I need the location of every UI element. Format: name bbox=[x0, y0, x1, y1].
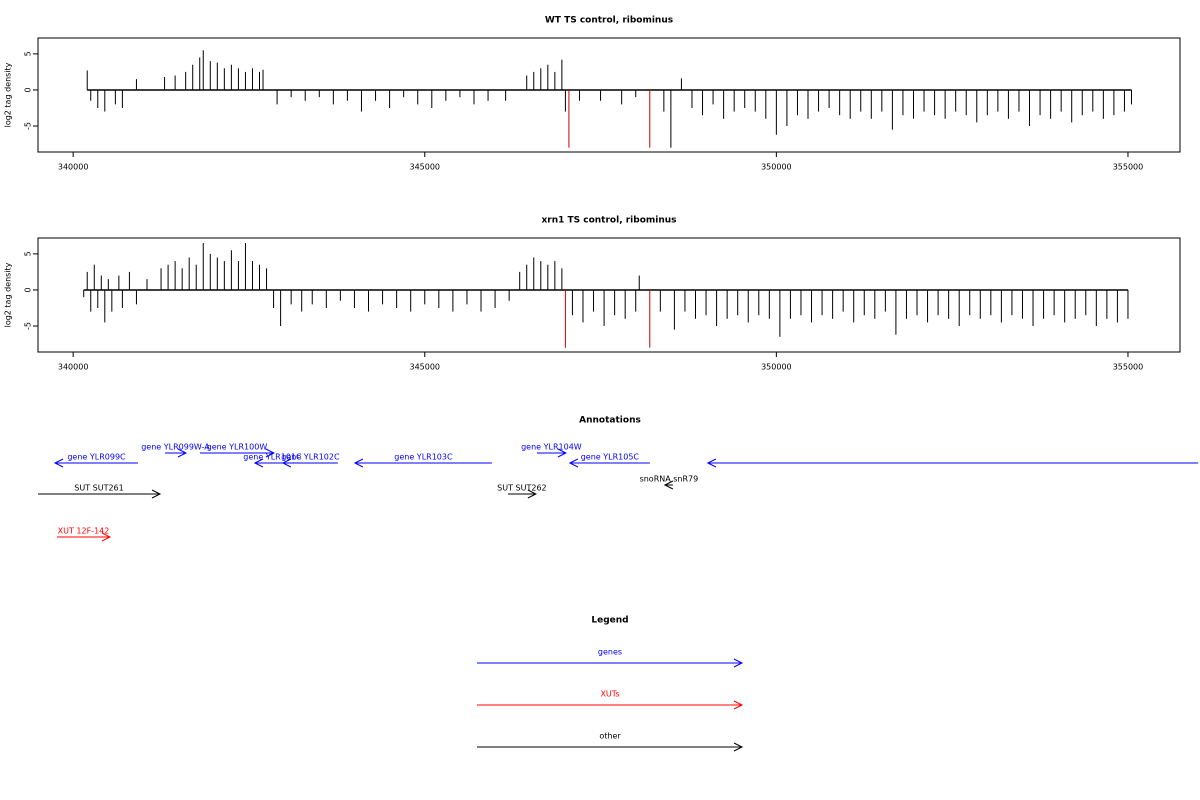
arrowhead bbox=[101, 532, 112, 542]
legend-label: XUTs bbox=[600, 690, 619, 699]
chart-title: xrn1 TS control, ribominus bbox=[541, 216, 676, 226]
arrowhead bbox=[568, 458, 579, 468]
arrowhead bbox=[706, 458, 717, 468]
arrowhead bbox=[253, 458, 264, 468]
y-axis-label: log2 tag density bbox=[4, 262, 13, 327]
x-tick-label: 340000 bbox=[58, 363, 89, 372]
feature: gene YLR105C bbox=[568, 453, 650, 468]
y-tick-label: -5 bbox=[24, 122, 33, 130]
feature-label: SUT SUT261 bbox=[74, 484, 123, 493]
arrowhead bbox=[353, 458, 364, 468]
feature: SUT SUT262 bbox=[497, 484, 547, 499]
arrowhead bbox=[177, 448, 188, 458]
arrowhead bbox=[733, 700, 744, 710]
y-tick-label: -5 bbox=[24, 322, 33, 330]
arrowhead bbox=[151, 489, 162, 499]
feature: snoRNA snR79 bbox=[640, 475, 699, 490]
arrowhead bbox=[733, 742, 744, 752]
legend-label: other bbox=[599, 732, 621, 741]
feature: SUT SUT261 bbox=[38, 484, 162, 499]
feature: XUT 12F-142 bbox=[56, 527, 112, 542]
feature: gene YLR102C bbox=[281, 453, 340, 468]
feature-label: gene YLR104W bbox=[521, 443, 582, 452]
x-tick-label: 345000 bbox=[409, 163, 440, 172]
x-tick-label: 350000 bbox=[761, 363, 792, 372]
feature-label: gene YLR105C bbox=[581, 453, 640, 462]
plot-frame bbox=[37, 37, 1181, 153]
y-tick-label: 0 bbox=[24, 87, 33, 92]
arrowhead bbox=[527, 489, 537, 499]
arrowhead bbox=[281, 458, 292, 468]
feature: gene YLR099C bbox=[53, 453, 138, 468]
feature-label: snoRNA snR79 bbox=[640, 475, 699, 484]
arrowhead bbox=[53, 458, 64, 468]
y-tick-label: 5 bbox=[24, 251, 33, 256]
feature: gene YLR104W bbox=[521, 443, 582, 458]
feature: gene YLR100W bbox=[199, 443, 276, 458]
feature: gene YLR099W-A bbox=[141, 443, 210, 458]
feature-label: XUT 12F-142 bbox=[58, 527, 110, 536]
x-tick-label: 355000 bbox=[1113, 163, 1144, 172]
legend-label: genes bbox=[598, 648, 622, 657]
y-tick-label: 0 bbox=[24, 287, 33, 292]
arrowhead bbox=[265, 448, 276, 458]
arrowhead bbox=[733, 658, 744, 668]
feature: gene YLR103C bbox=[353, 453, 492, 468]
plot-frame bbox=[37, 237, 1181, 353]
feature-label: gene YLR101C bbox=[243, 453, 302, 462]
y-tick-label: 5 bbox=[24, 51, 33, 56]
y-axis-label: log2 tag density bbox=[4, 62, 13, 127]
feature-label: gene YLR100W bbox=[207, 443, 268, 452]
feature-label: gene YLR103C bbox=[394, 453, 453, 462]
x-tick-label: 345000 bbox=[409, 363, 440, 372]
x-tick-label: 355000 bbox=[1113, 363, 1144, 372]
feature-label: gene YLR102C bbox=[281, 453, 340, 462]
arrowhead bbox=[557, 448, 568, 458]
feature bbox=[706, 458, 1199, 468]
feature-label: gene YLR099W-A bbox=[141, 443, 210, 452]
annotations-title: Annotations bbox=[579, 416, 641, 426]
x-tick-label: 350000 bbox=[761, 163, 792, 172]
feature-label: SUT SUT262 bbox=[497, 484, 546, 493]
x-tick-label: 340000 bbox=[58, 163, 89, 172]
feature-label: gene YLR099C bbox=[67, 453, 126, 462]
arrowhead bbox=[663, 480, 674, 490]
legend-title: Legend bbox=[591, 616, 628, 626]
chart-title: WT TS control, ribominus bbox=[545, 16, 673, 26]
